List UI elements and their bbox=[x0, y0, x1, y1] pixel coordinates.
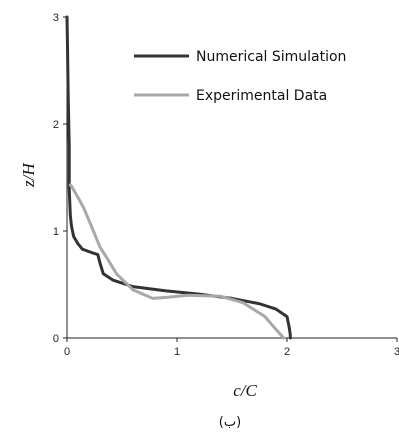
axis-ticks: 0 1 2 3 0 1 2 3 bbox=[53, 12, 399, 358]
legend-label-experimental-data: Experimental Data bbox=[196, 88, 327, 104]
series-line-experimental-data bbox=[68, 183, 286, 340]
legend: Numerical Simulation Experimental Data bbox=[134, 49, 346, 104]
x-tick-label: 1 bbox=[174, 346, 180, 358]
plot-frame bbox=[66, 17, 397, 339]
x-tick-label: 3 bbox=[394, 346, 399, 358]
y-tick-label: 2 bbox=[53, 119, 59, 131]
x-tick-label: 0 bbox=[64, 346, 70, 358]
x-axis-label: c/C bbox=[233, 381, 257, 400]
series-line-numerical-simulation bbox=[65, 15, 292, 340]
y-tick-label: 3 bbox=[53, 12, 59, 24]
y-tick-label: 0 bbox=[53, 333, 59, 345]
y-axis-label: z/H bbox=[19, 161, 38, 187]
y-tick-label: 1 bbox=[53, 226, 59, 238]
x-tick-label: 2 bbox=[284, 346, 290, 358]
series-layer bbox=[65, 15, 292, 340]
figure-caption: (ب) bbox=[219, 415, 241, 430]
legend-label-numerical-simulation: Numerical Simulation bbox=[196, 49, 346, 65]
